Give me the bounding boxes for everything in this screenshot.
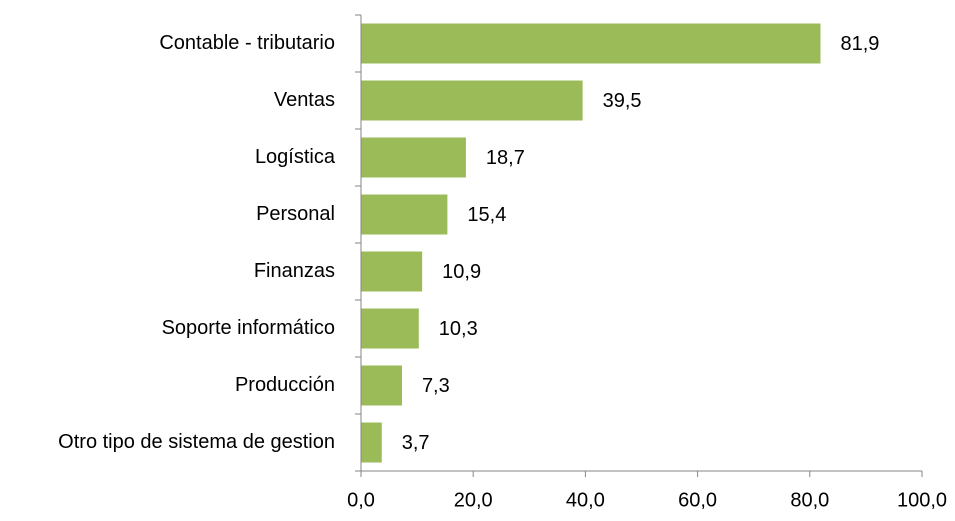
- value-label: 3,7: [402, 432, 430, 454]
- x-tick-label: 40,0: [566, 489, 605, 511]
- bar: [361, 308, 419, 349]
- value-label: 39,5: [603, 90, 642, 112]
- value-label: 15,4: [467, 204, 506, 226]
- value-label: 10,3: [439, 318, 478, 340]
- category-label: Logística: [255, 146, 336, 168]
- category-label: Finanzas: [254, 260, 335, 282]
- bar: [361, 365, 402, 406]
- category-label: Personal: [256, 203, 335, 225]
- x-tick-label: 60,0: [678, 489, 717, 511]
- value-label: 81,9: [840, 33, 879, 55]
- bar: [361, 422, 382, 463]
- x-tick-label: 0,0: [347, 489, 375, 511]
- x-tick-label: 80,0: [790, 489, 829, 511]
- category-label: Otro tipo de sistema de gestion: [58, 431, 335, 453]
- category-label: Contable - tributario: [159, 32, 335, 54]
- category-label: Ventas: [274, 89, 335, 111]
- category-label: Producción: [235, 374, 335, 396]
- bar: [361, 194, 448, 235]
- value-label: 7,3: [422, 375, 450, 397]
- x-tick-label: 100,0: [897, 489, 947, 511]
- x-tick-label: 20,0: [454, 489, 493, 511]
- bar: [361, 137, 466, 178]
- value-label: 10,9: [442, 261, 481, 283]
- bar: [361, 251, 423, 292]
- bar: [361, 23, 821, 64]
- category-label: Soporte informático: [162, 317, 335, 339]
- bar: [361, 80, 583, 121]
- value-label: 18,7: [486, 147, 525, 169]
